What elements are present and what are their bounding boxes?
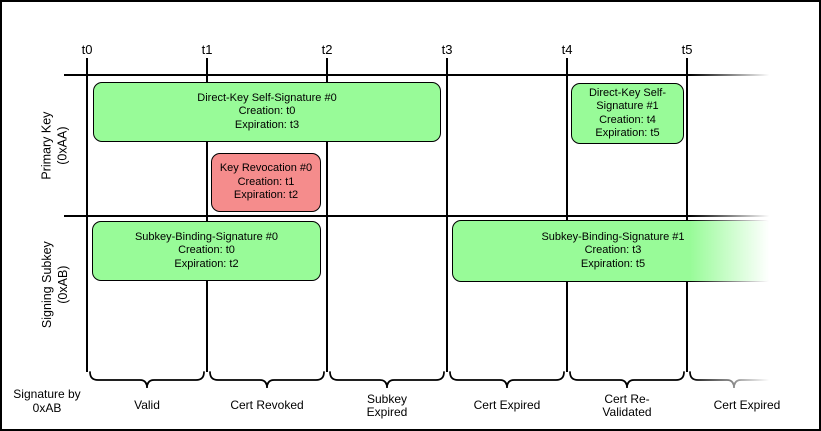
- signature-expiration: Expiration: t2: [233, 189, 299, 202]
- signature-box-key-revocation-0: Key Revocation #0 Creation: t1 Expiratio…: [211, 153, 321, 212]
- signature-box-direct-key-self-signature-1: Direct-Key Self-Signature #1 Creation: t…: [571, 83, 684, 144]
- axis-label-signature-by-0xab: Signature by 0xAB: [13, 387, 81, 415]
- signature-title: Subkey-Binding-Signature #0: [134, 230, 279, 243]
- time-tick-label-t3: t3: [441, 42, 453, 57]
- period-brace-cert-expired: [449, 371, 565, 389]
- signature-title: Subkey-Binding-Signature #1: [541, 230, 685, 243]
- signature-creation: Creation: t0: [238, 105, 296, 118]
- period-label-cert-revoked: Cert Revoked: [230, 398, 304, 413]
- period-brace-cert-revalidated: [569, 371, 685, 389]
- period-label-valid: Valid: [134, 398, 160, 413]
- period-label-cert-revalidated: Cert Re-Validated: [602, 391, 652, 419]
- period-label-subkey-expired: Subkey Expired: [366, 391, 408, 419]
- signature-creation: Creation: t4: [599, 113, 656, 126]
- signature-expiration: Expiration: t5: [580, 257, 646, 270]
- signature-title: Direct-Key Self-Signature #0: [197, 91, 337, 104]
- primary-key-axis-line: [64, 74, 777, 76]
- signature-title: Direct-Key Self-Signature #1: [588, 86, 667, 113]
- period-label-cert-expired: Cert Expired: [473, 398, 541, 413]
- period-brace-valid: [89, 371, 205, 389]
- time-tick-label-t2: t2: [321, 42, 333, 57]
- period-brace-subkey-expired: [329, 371, 445, 389]
- time-tick-label-t5: t5: [681, 42, 693, 57]
- signing-subkey-axis-line: [64, 215, 777, 217]
- signature-box-subkey-binding-signature-0: Subkey-Binding-Signature #0 Creation: t0…: [92, 221, 321, 281]
- signature-title: Key Revocation #0: [219, 162, 313, 175]
- signature-expiration: Expiration: t3: [234, 118, 300, 131]
- period-brace-cert-revoked: [209, 371, 325, 389]
- period-brace-cert-expired-2: [689, 371, 779, 389]
- time-tick-label-t1: t1: [201, 42, 213, 57]
- time-tick-label-t0: t0: [81, 42, 93, 57]
- signature-expiration: Expiration: t5: [595, 127, 660, 139]
- period-label-cert-expired-2: Cert Expired: [713, 398, 781, 413]
- signature-expiration: Expiration: t2: [174, 257, 239, 270]
- time-tick-label-t4: t4: [561, 42, 573, 57]
- signature-creation: Creation: t1: [237, 175, 295, 188]
- signature-creation: Creation: t3: [584, 244, 642, 257]
- signature-box-direct-key-self-signature-0: Direct-Key Self-Signature #0 Creation: t…: [93, 82, 441, 142]
- signature-creation: Creation: t0: [178, 244, 235, 257]
